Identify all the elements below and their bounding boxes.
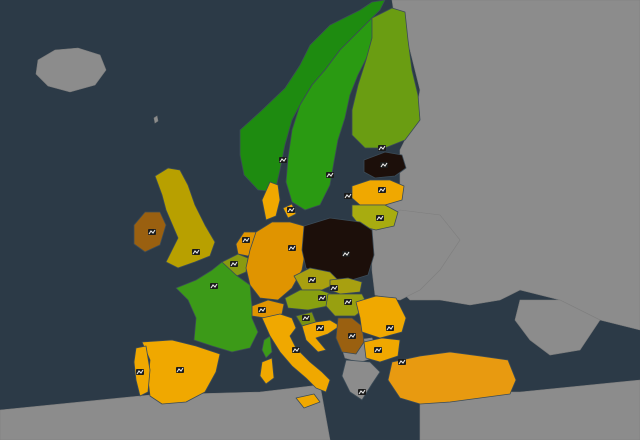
marker-oslo-icon[interactable] [279, 157, 287, 163]
country-finland[interactable] [351, 7, 421, 149]
marker-copenhagen-icon[interactable] [287, 207, 295, 213]
country-turkey[interactable] [387, 351, 517, 405]
marker-prague-icon[interactable] [308, 277, 316, 283]
marker-athens-icon[interactable] [358, 389, 366, 395]
marker-amsterdam-icon[interactable] [242, 237, 250, 243]
country-latvia[interactable] [351, 179, 405, 206]
marker-vilnius-icon[interactable] [376, 215, 384, 221]
marker-berlin-icon[interactable] [288, 245, 296, 251]
country-france[interactable] [175, 261, 259, 353]
marker-istanbul-icon[interactable] [398, 359, 406, 365]
marker-bratislava-icon[interactable] [330, 285, 338, 291]
marker-warsaw-icon[interactable] [342, 251, 350, 257]
marker-gotland-icon[interactable] [344, 193, 352, 199]
marker-madrid-icon[interactable] [176, 367, 184, 373]
country-greece[interactable] [341, 359, 381, 401]
country-united-kingdom[interactable] [154, 167, 216, 269]
iceland [35, 47, 107, 93]
country-germany[interactable] [245, 221, 307, 301]
marker-brussels-icon[interactable] [230, 261, 238, 267]
country-sicily[interactable] [295, 393, 321, 409]
marker-paris-icon[interactable] [210, 283, 218, 289]
country-poland[interactable] [301, 217, 375, 283]
country-sardinia[interactable] [259, 357, 275, 385]
marker-helsinki-icon[interactable] [378, 145, 386, 151]
marker-lisbon-icon[interactable] [136, 369, 144, 375]
faroe-islands [153, 115, 159, 124]
kaliningrad-belarus-ukraine [371, 209, 461, 301]
country-croatia[interactable] [301, 319, 341, 353]
capital-markers [136, 145, 406, 395]
caucasus-region [514, 299, 601, 356]
marker-bucharest-icon[interactable] [386, 325, 394, 331]
country-lithuania[interactable] [351, 204, 399, 231]
country-corsica[interactable] [261, 335, 273, 359]
marker-riga-icon[interactable] [378, 187, 386, 193]
country-romania[interactable] [355, 295, 407, 339]
marker-vienna-icon[interactable] [318, 295, 326, 301]
marker-zagreb-icon[interactable] [316, 325, 324, 331]
marker-tallinn-icon[interactable] [380, 162, 388, 168]
marker-bern-icon[interactable] [258, 307, 266, 313]
country-sweden[interactable] [285, 17, 377, 211]
marker-belgrade-icon[interactable] [348, 333, 356, 339]
marker-sofia-icon[interactable] [374, 347, 382, 353]
marker-london-icon[interactable] [192, 249, 200, 255]
marker-budapest-icon[interactable] [344, 299, 352, 305]
marker-ljubljana-icon[interactable] [302, 315, 310, 321]
marker-dublin-icon[interactable] [148, 229, 156, 235]
marker-stockholm-icon[interactable] [326, 172, 334, 178]
data-countries [133, 0, 517, 409]
country-denmark[interactable] [261, 181, 281, 221]
marker-rome-icon[interactable] [292, 347, 300, 353]
